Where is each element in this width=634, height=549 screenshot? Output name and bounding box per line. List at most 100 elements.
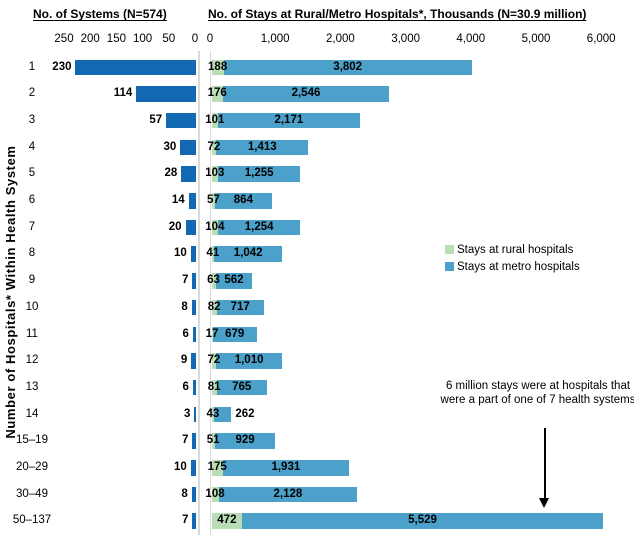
rural-stays-value-label: 103 (205, 167, 225, 180)
systems-value-label: 9 (180, 354, 188, 367)
metro-stays-value-label: 562 (224, 274, 244, 287)
category-label: 1 (28, 60, 36, 73)
systems-bar (181, 166, 196, 182)
systems-value-label: 7 (181, 274, 189, 287)
systems-bar (192, 513, 196, 529)
metro-stays-bar (216, 299, 264, 316)
rural-stays-value-label: 43 (206, 407, 220, 420)
legend-item-metro: Stays at metro hospitals (445, 258, 580, 275)
right-chart-title: No. of Stays at Rural/Metro Hospitals*, … (208, 7, 587, 21)
category-label: 8 (28, 247, 36, 260)
rural-stays-value-label: 41 (206, 247, 220, 260)
rural-stays-bar (211, 193, 216, 209)
category-label: 9 (28, 274, 36, 287)
rural-stays-value-label: 108 (205, 487, 225, 500)
rural-stays-bar (211, 353, 217, 369)
systems-bar (194, 406, 196, 423)
metro-stays-bar (218, 486, 358, 503)
rural-stays-value-label: 188 (208, 60, 228, 73)
metro-stays-bar (216, 139, 309, 156)
rural-stays-bar (211, 513, 243, 529)
category-label: 15–19 (16, 434, 48, 447)
rural-stays-bar (211, 112, 219, 129)
metro-stays-value-label: 2,171 (274, 113, 304, 126)
systems-value-label: 3 (184, 407, 191, 420)
metro-stays-bar (214, 433, 276, 449)
systems-value-label: 14 (171, 194, 185, 206)
systems-bar (188, 193, 196, 209)
category-label: 6 (28, 194, 36, 206)
metro-stays-bar (218, 166, 301, 182)
legend-item-rural: Stays at rural hospitals (445, 241, 580, 258)
metro-stays-value-label: 1,010 (234, 354, 264, 367)
metro-stays-value-label: 864 (233, 194, 253, 206)
right-axis-tick: 4,000 (456, 33, 486, 45)
rural-swatch-icon (445, 245, 454, 254)
right-axis-tick: 1,000 (260, 33, 290, 45)
annotation-text: 6 million stays were at hospitals that w… (440, 380, 634, 406)
systems-bar (192, 379, 196, 396)
rural-stays-value-label: 72 (207, 354, 221, 367)
rural-stays-value-label: 472 (217, 514, 237, 527)
rural-stays-value-label: 63 (207, 274, 220, 287)
systems-value-label: 7 (181, 514, 189, 527)
metro-stays-bar (215, 273, 253, 289)
systems-value-label: 114 (113, 87, 133, 100)
rural-stays-value-label: 72 (207, 140, 221, 153)
systems-bar (180, 139, 196, 156)
rural-stays-value-label: 101 (205, 113, 225, 126)
metro-stays-value-label: 3,802 (333, 60, 363, 73)
left-axis-tick: 0 (191, 33, 199, 45)
systems-bar (136, 86, 196, 102)
systems-value-label: 20 (168, 220, 182, 233)
metro-stays-value-label: 1,931 (271, 461, 301, 473)
category-label: 30–49 (16, 487, 48, 500)
category-label: 50–137 (12, 514, 52, 527)
metro-stays-value-label: 717 (230, 300, 250, 313)
rural-stays-value-label: 57 (206, 194, 220, 206)
rural-stays-bar (211, 59, 224, 75)
rural-stays-bar (211, 326, 213, 342)
right-axis-tick: 5,000 (521, 33, 551, 45)
left-axis-tick: 50 (162, 33, 176, 45)
systems-value-label: 8 (181, 300, 188, 313)
rural-stays-value-label: 81 (207, 380, 221, 393)
left-axis-tick: 100 (133, 33, 153, 45)
category-label: 10 (25, 300, 39, 313)
rural-stays-value-label: 175 (207, 461, 227, 473)
metro-swatch-icon (445, 262, 454, 271)
rural-stays-bar (211, 406, 215, 423)
metro-stays-bar (215, 193, 272, 209)
category-label: 3 (28, 113, 36, 126)
rural-stays-bar (211, 460, 223, 476)
systems-bar (192, 273, 196, 289)
rural-stays-bar (211, 486, 219, 503)
systems-value-label: 6 (182, 327, 189, 340)
right-axis-tick: 2,000 (326, 33, 355, 45)
metro-stays-value-label: 2,128 (273, 487, 303, 500)
category-label: 14 (25, 407, 39, 420)
metro-stays-value-label: 2,546 (291, 87, 321, 100)
rural-stays-bar (211, 273, 216, 289)
rural-stays-bar (211, 299, 217, 316)
metro-stays-bar (242, 513, 603, 529)
metro-stays-value-label: 5,529 (408, 514, 437, 527)
rural-stays-value-label: 17 (205, 327, 219, 340)
metro-stays-value-label: 1,413 (247, 140, 277, 153)
metro-stays-bar (223, 59, 472, 75)
metro-stays-value-label: 765 (232, 380, 252, 393)
systems-value-label: 230 (52, 60, 72, 73)
category-label: 2 (28, 87, 36, 100)
category-label: 7 (28, 220, 36, 233)
category-label: 5 (28, 167, 36, 180)
rural-stays-bar (211, 379, 217, 396)
right-axis-line (209, 51, 211, 535)
metro-stays-value-label: 679 (225, 327, 245, 340)
legend-label-rural: Stays at rural hospitals (457, 243, 574, 256)
metro-stays-bar (214, 246, 283, 262)
systems-value-label: 6 (182, 380, 189, 393)
systems-bar (190, 460, 196, 476)
rural-stays-bar (211, 86, 223, 102)
systems-value-label: 8 (181, 487, 188, 500)
metro-stays-value-label: 1,255 (244, 167, 274, 180)
